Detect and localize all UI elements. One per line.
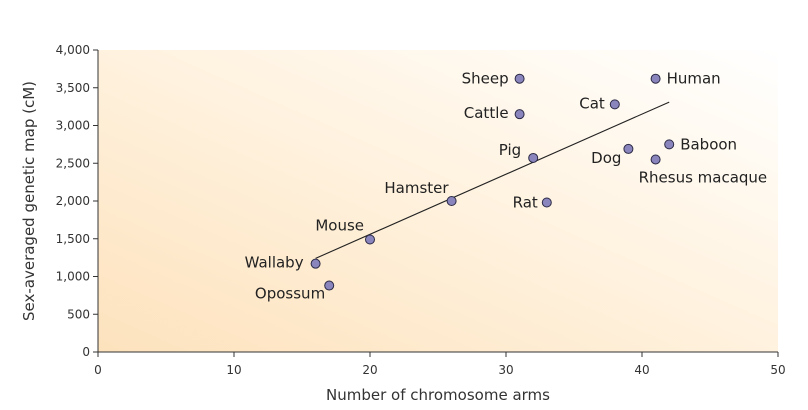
x-tick-label: 10 (226, 363, 241, 377)
point-rat (541, 197, 552, 208)
y-tick-label: 1,500 (56, 232, 90, 246)
point-label-rhesus-macaque: Rhesus macaque (639, 168, 768, 186)
point-label-cattle: Cattle (464, 104, 509, 122)
y-tick-label: 2,000 (56, 194, 90, 208)
point-sheep (514, 73, 525, 84)
point-label-baboon: Baboon (680, 135, 737, 153)
x-tick-label: 40 (634, 363, 649, 377)
point-label-hamster: Hamster (384, 179, 449, 197)
point-human (650, 73, 661, 84)
data-points: Sheep Human Cattle Cat Baboon Dog Pig Rhesus ma… (245, 70, 768, 303)
x-tick-label: 20 (362, 363, 377, 377)
point-wallaby (310, 258, 321, 269)
point-pig (528, 152, 539, 163)
x-axis-title: Number of chromosome arms (326, 386, 550, 404)
point-label-opossum: Opossum (255, 285, 325, 303)
point-cattle (514, 109, 525, 120)
point-rhesus-macaque (650, 154, 661, 165)
point-hamster (446, 196, 457, 206)
x-tick-label: 30 (498, 363, 513, 377)
point-mouse (365, 234, 375, 245)
point-label-wallaby: Wallaby (245, 254, 304, 272)
y-tick-label: 500 (67, 307, 90, 321)
y-axis-title: Sex-averaged genetic map (cM) (20, 81, 38, 321)
y-tick-label: 4,000 (56, 43, 90, 57)
point-cat (609, 99, 620, 110)
point-label-sheep: Sheep (462, 70, 509, 88)
y-tick-label: 3,500 (56, 81, 90, 95)
point-dog (623, 143, 634, 154)
point-label-cat: Cat (579, 94, 605, 112)
point-label-dog: Dog (591, 149, 621, 167)
trend-line (315, 101, 670, 259)
y-tick-label: 3,000 (56, 119, 90, 133)
y-tick-label: 1,000 (56, 270, 90, 284)
axes: 0 500 1,000 1,500 2,000 2,500 3,000 3,500 4,000 0… (56, 43, 786, 377)
point-label-human: Human (667, 70, 721, 88)
x-tick-label: 0 (94, 363, 102, 377)
point-label-rat: Rat (513, 194, 538, 212)
plot-background (98, 50, 778, 352)
x-tick-label: 50 (770, 363, 785, 377)
point-opossum (324, 280, 335, 291)
y-tick-label: 0 (82, 345, 90, 359)
point-baboon (664, 139, 675, 150)
point-label-mouse: Mouse (315, 217, 364, 235)
y-tick-label: 2,500 (56, 156, 90, 170)
point-label-pig: Pig (499, 141, 521, 159)
